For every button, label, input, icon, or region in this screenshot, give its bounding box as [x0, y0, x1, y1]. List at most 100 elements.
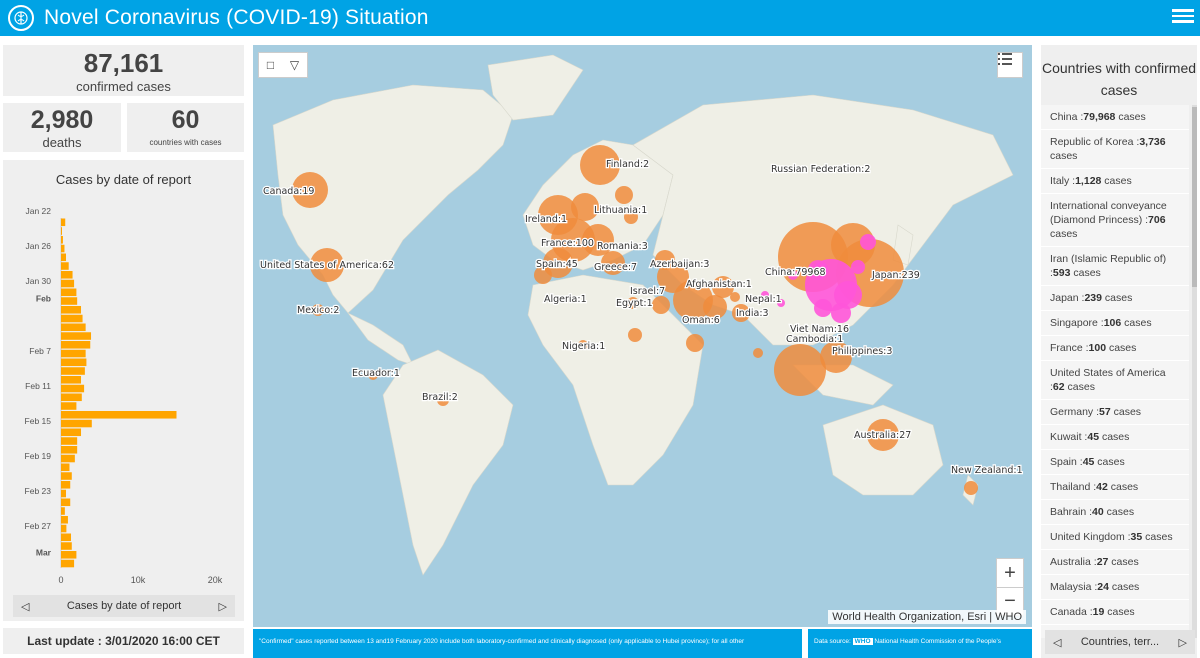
world-map[interactable]: Finland:2 Russian Federation:2 Canada:19… [253, 45, 1032, 627]
chart-bar[interactable] [61, 314, 83, 323]
country-list-item[interactable]: China :79,968 cases [1041, 105, 1189, 130]
chevron-down-icon[interactable]: ▽ [289, 58, 300, 72]
chart-bar[interactable] [61, 227, 62, 235]
chart-bar[interactable] [61, 516, 68, 524]
chart-bar[interactable] [61, 244, 65, 253]
case-bubble[interactable] [368, 370, 378, 380]
case-bubble[interactable] [310, 248, 344, 282]
chart-bar[interactable] [61, 411, 177, 419]
chart-bar[interactable] [61, 481, 71, 489]
case-bubble[interactable] [292, 172, 328, 208]
case-bubble[interactable] [686, 334, 704, 352]
chart-next-icon[interactable]: ▷ [218, 600, 227, 613]
case-bubble[interactable] [534, 266, 552, 284]
case-bubble[interactable] [820, 341, 852, 373]
chart-bar[interactable] [61, 306, 82, 314]
zoom-out-button[interactable]: − [997, 587, 1023, 615]
country-list-item[interactable]: Bahrain :40 cases [1041, 500, 1189, 525]
china-case-bubble[interactable] [860, 234, 876, 250]
case-bubble[interactable] [601, 251, 625, 275]
case-bubble[interactable] [964, 481, 978, 495]
chart-bar[interactable] [61, 367, 85, 375]
case-bubble[interactable] [628, 328, 642, 342]
country-list-item[interactable]: Republic of Korea :3,736 cases [1041, 130, 1189, 169]
countries-list-scrollbar[interactable] [1192, 105, 1197, 638]
chart-bar[interactable] [61, 341, 91, 349]
country-list-item[interactable]: Spain :45 cases [1041, 450, 1189, 475]
case-bubble[interactable] [831, 223, 875, 267]
chart-bar[interactable] [61, 437, 78, 445]
china-case-bubble[interactable] [834, 281, 862, 309]
country-list-item[interactable]: Australia :27 cases [1041, 550, 1189, 575]
chart-bar[interactable] [61, 279, 75, 288]
case-bubble[interactable] [580, 145, 620, 185]
case-bubble[interactable] [732, 304, 750, 322]
chart-bar[interactable] [61, 524, 67, 533]
country-list-item[interactable]: Germany :57 cases [1041, 400, 1189, 425]
chart-bar[interactable] [61, 253, 67, 262]
case-bubble[interactable] [774, 344, 826, 396]
chart-bar[interactable] [61, 402, 77, 410]
case-bubble[interactable] [867, 419, 899, 451]
zoom-in-button[interactable]: + [1004, 561, 1016, 584]
chart-bar[interactable] [61, 419, 92, 428]
case-bubble[interactable] [571, 193, 599, 221]
chart-bar[interactable] [61, 498, 71, 507]
china-case-bubble[interactable] [831, 303, 851, 323]
country-list-item[interactable]: Malaysia :24 cases [1041, 575, 1189, 600]
china-case-bubble[interactable] [777, 299, 785, 307]
list-prev-icon[interactable]: ◁ [1053, 636, 1062, 649]
case-bubble[interactable] [753, 348, 763, 358]
hamburger-menu-icon[interactable] [1172, 6, 1194, 28]
country-list-item[interactable]: Kuwait :45 cases [1041, 425, 1189, 450]
chart-bar[interactable] [61, 262, 69, 270]
legend-list-button[interactable] [997, 52, 1023, 78]
map-canvas[interactable]: Finland:2 Russian Federation:2 Canada:19… [253, 45, 1032, 627]
case-bubble[interactable] [437, 394, 449, 406]
chart-bar[interactable] [61, 428, 82, 437]
china-case-bubble[interactable] [788, 270, 798, 280]
chart-bar[interactable] [61, 393, 82, 402]
map-selection-tool[interactable]: □ ▽ [258, 52, 308, 78]
who-badge[interactable]: WHO [852, 638, 873, 645]
country-list-item[interactable]: Canada :19 cases [1041, 600, 1189, 625]
chart-bar[interactable] [61, 358, 87, 367]
country-list-item[interactable]: Japan :239 cases [1041, 286, 1189, 311]
chart-bar[interactable] [61, 463, 70, 472]
chart-bar[interactable] [61, 349, 86, 358]
case-bubble[interactable] [730, 292, 740, 302]
chart-bar[interactable] [61, 323, 86, 332]
country-list-item[interactable]: Iran (Islamic Republic of) :593 cases [1041, 247, 1189, 286]
chart-bar[interactable] [61, 288, 77, 297]
chart-bar[interactable] [61, 332, 92, 340]
case-bubble[interactable] [582, 224, 614, 256]
chart-bar[interactable] [61, 542, 72, 550]
chart-bar[interactable] [61, 236, 63, 244]
countries-list[interactable]: China :79,968 cases Republic of Korea :3,… [1041, 105, 1189, 638]
country-list-item[interactable]: International conveyance (Diamond Prince… [1041, 194, 1189, 247]
china-case-bubble[interactable] [814, 299, 832, 317]
chart-bar[interactable] [61, 533, 72, 542]
list-next-icon[interactable]: ▷ [1178, 636, 1187, 649]
case-bubble[interactable] [627, 297, 639, 309]
china-case-bubble[interactable] [808, 260, 828, 280]
select-area-icon[interactable]: □ [266, 58, 275, 72]
china-case-bubble[interactable] [851, 260, 865, 274]
chart-bar[interactable] [61, 446, 78, 454]
chart-bar[interactable] [61, 271, 73, 279]
case-bubble[interactable] [578, 340, 588, 350]
country-list-item[interactable]: France :100 cases [1041, 336, 1189, 361]
chart-bar[interactable] [61, 551, 77, 559]
chart-bar[interactable] [61, 559, 75, 568]
case-bubble[interactable] [673, 280, 713, 320]
chart-bar[interactable] [61, 454, 75, 463]
case-bubble[interactable] [312, 304, 324, 316]
chart-bar[interactable] [61, 218, 66, 227]
case-bubble[interactable] [624, 210, 638, 224]
country-list-item[interactable]: Thailand :42 cases [1041, 475, 1189, 500]
country-list-item[interactable]: Italy :1,128 cases [1041, 169, 1189, 194]
chart-prev-icon[interactable]: ◁ [21, 600, 30, 613]
chart-bar[interactable] [61, 376, 82, 384]
case-bubble[interactable] [615, 186, 633, 204]
chart-bar[interactable] [61, 297, 78, 305]
